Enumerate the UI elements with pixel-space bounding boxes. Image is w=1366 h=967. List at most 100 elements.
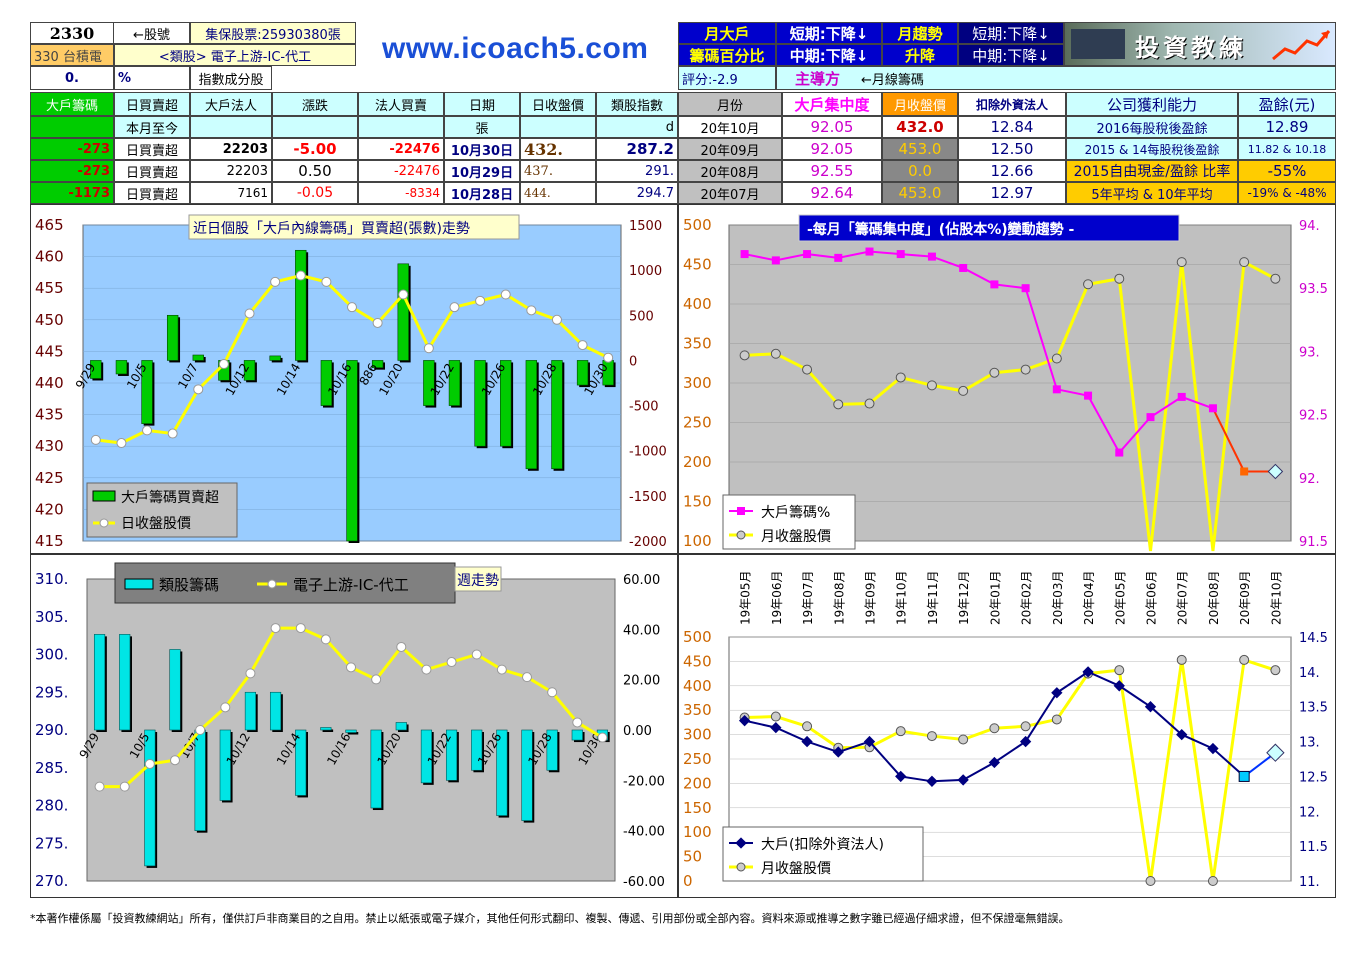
bar (346, 360, 358, 542)
line-point (770, 348, 781, 359)
line-point (603, 352, 614, 363)
y-tick-right-label: 1500 (629, 219, 662, 234)
legend-label: 大戶籌碼買賣超 (121, 490, 219, 506)
table-row-2-biginst: 7161 (190, 182, 272, 204)
th-concentration: 大戶集中度 (782, 92, 882, 116)
bar (546, 729, 558, 771)
logo-image-icon (1071, 29, 1125, 59)
bar (320, 360, 333, 406)
zero-value: 0. (30, 66, 114, 90)
profit-row-0-label: 2016每股稅後盈餘 (1066, 116, 1238, 138)
legend-box (114, 562, 456, 604)
y-tick-right-label: 1000 (629, 264, 662, 279)
x-tick-label: 20年10月 (1269, 570, 1283, 625)
th-big-inst: 大戶法人 (190, 92, 272, 116)
point-marker (896, 250, 905, 259)
line-point (547, 687, 558, 698)
point-marker (1238, 770, 1250, 782)
y-tick-left-label: 290. (35, 721, 68, 739)
legend-swatch-bar (92, 490, 116, 502)
series-line-concentration (744, 250, 1214, 455)
y-tick-left-label: 430 (35, 437, 64, 455)
line-point (475, 295, 486, 306)
line-point (1176, 257, 1187, 268)
month-big-label: 月大戶 (678, 22, 776, 44)
y-tick-left-label: 250 (683, 414, 712, 432)
y-tick-left-label: 445 (35, 342, 64, 360)
y-tick-right-label: -60.00 (623, 875, 665, 890)
x-tick-label: 20年01月 (988, 570, 1002, 625)
y-tick-left-label: 200 (683, 453, 712, 471)
line-point (1239, 257, 1250, 268)
point-marker (1021, 284, 1030, 293)
table-row-2-type: 日買賣超 (114, 182, 190, 204)
month-row-1-ex: 12.50 (958, 138, 1066, 160)
line-point (1270, 273, 1281, 284)
bar (115, 360, 128, 375)
ex-foreign-chart: 19年05月 19年06月 19年07月 19年08月 19年09月 19年10月 19年1… (683, 570, 1328, 890)
th-change: 漲跌 (272, 92, 358, 116)
y-tick-right-label: 11. (1299, 875, 1320, 890)
line-point (1020, 721, 1031, 732)
profit-row-1-label: 2015 & 14每股稅後盈餘 (1066, 138, 1238, 160)
line-point (496, 664, 507, 675)
point-marker (1177, 392, 1186, 401)
sub-cell-month: 本月至今 (114, 116, 190, 138)
y-tick-left-label: 415 (35, 532, 64, 550)
bar (423, 360, 435, 406)
table-row-1-biginst: 22203 (190, 160, 272, 182)
legend-label: 日收盤股價 (121, 515, 191, 532)
month-chip-label: ←月線籌碼 (858, 66, 1336, 90)
site-url[interactable]: www.icoach5.com (382, 32, 649, 65)
point-marker (738, 715, 751, 727)
point-marker (1240, 467, 1249, 476)
table-row-0-chip: -273 (30, 138, 114, 160)
title-fragment: 週走勢 (457, 573, 499, 589)
y-tick-right-label: 12.5 (1299, 770, 1328, 785)
y-tick-left-label: 300. (35, 646, 68, 664)
bar (496, 729, 508, 816)
bar (295, 249, 307, 361)
line-point (371, 674, 382, 685)
month-trend-label: 月趨勢 (882, 22, 958, 44)
month-row-0-close: 432.0 (882, 116, 958, 138)
line-point (295, 623, 306, 634)
profit-row-2-value: -55% (1238, 160, 1336, 182)
line-point (347, 302, 357, 313)
point-marker (770, 721, 782, 734)
table-row-0-index: 287.2 (596, 138, 678, 160)
bar (551, 360, 563, 470)
y-tick-left-label: 425 (35, 469, 64, 487)
bar (93, 634, 106, 731)
point-marker (959, 263, 968, 272)
bar (192, 354, 204, 361)
line-point (119, 781, 130, 792)
point-marker (1267, 463, 1284, 480)
th-inst-trade: 法人買賣 (358, 92, 444, 116)
table-row-0-close: 432. (520, 138, 596, 160)
y-tick-left-label: 275. (35, 834, 68, 852)
x-tick-label: 20年04月 (1082, 570, 1096, 625)
line-point (421, 664, 432, 675)
line-point (1270, 665, 1281, 676)
y-tick-left-label: 440 (35, 374, 64, 392)
chart-title-box (188, 214, 520, 240)
point-marker (865, 247, 874, 256)
table-row-1-inst: -22476 (358, 160, 444, 182)
y-tick-left-label: 295. (35, 683, 68, 701)
y-tick-left-label: 100 (683, 532, 712, 550)
y-tick-right-label: 0.00 (623, 724, 652, 739)
point-marker (1052, 385, 1061, 394)
chart-panel-ex-foreign: 19年05月 19年06月 19年07月 19年08月 19年09月 19年10月 19年1… (678, 554, 1336, 898)
table-row-2-index: 294.7 (596, 182, 678, 204)
table-row-2-close: 444. (520, 182, 596, 204)
y-tick-right-label: 11.5 (1299, 840, 1328, 855)
line-point (446, 657, 457, 668)
y-tick-left-label: 270. (35, 872, 68, 890)
line-point (802, 364, 813, 375)
line-point (245, 668, 256, 679)
line-point (170, 755, 180, 766)
y-tick-left-label: 460 (35, 248, 64, 266)
x-tick-label: 20年03月 (1051, 570, 1065, 625)
table-row-0-change: -5.00 (272, 138, 358, 160)
